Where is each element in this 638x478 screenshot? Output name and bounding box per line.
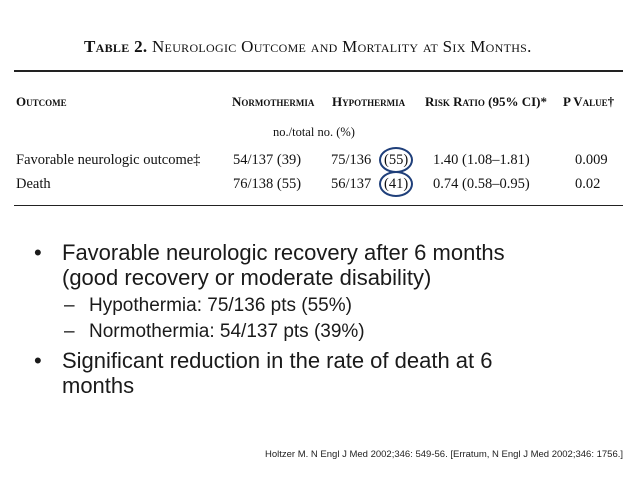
row-hypothermia-count: 56/137 [331,176,372,192]
bullet-list: • Favorable neurologic recovery after 6 … [34,240,614,398]
header-p-value: P Value† [563,94,615,109]
row-risk-ratio: 0.74 (0.58–0.95) [433,176,530,192]
row-outcome-label: Death [16,176,51,192]
row-outcome-label: Favorable neurologic outcome‡ [16,152,201,168]
row-p-value: 0.02 [575,176,601,192]
dash-icon: – [64,295,75,316]
header-risk-ratio: Risk Ratio (95% CI)* [425,94,547,109]
bullet-item: • Favorable neurologic recovery after 6 … [34,240,614,290]
dash-icon: – [64,321,75,342]
row-normothermia-value: 76/138 (55) [233,176,302,192]
highlight-circle [379,171,413,197]
table-bottom-rule [14,205,623,206]
header-hypothermia: Hypothermia [332,94,406,109]
sub-bullet-item: – Hypothermia: 75/136 pts (55%) [34,293,614,319]
citation: Holtzer M. N Engl J Med 2002;346: 549-56… [265,449,624,460]
highlight-circle [379,147,413,173]
table-title-text: Neurologic Outcome and Mortality at Six … [151,37,532,56]
header-outcome: Outcome [16,94,67,109]
bullet-text: (good recovery or moderate disability) [62,265,432,290]
bullet-text: Significant reduction in the rate of dea… [62,348,493,373]
table-top-rule [14,70,623,72]
row-hypothermia-count: 75/136 [331,152,372,168]
bullet-icon: • [34,240,42,265]
table-subheader: no./total no. (%) [273,125,355,139]
bullet-item: • Significant reduction in the rate of d… [34,348,614,398]
bullet-text: months [62,373,135,398]
table-title-label: Table 2. [84,37,148,56]
table-title: Table 2. Neurologic Outcome and Mortalit… [84,37,532,57]
row-p-value: 0.009 [575,152,608,168]
row-normothermia-value: 54/137 (39) [233,152,302,168]
sub-bullet-text: Normothermia: 54/137 pts (39%) [89,321,365,342]
bullet-icon: • [34,348,42,373]
bullet-text: Favorable neurologic recovery after 6 mo… [62,240,505,265]
sub-bullet-item: – Normothermia: 54/137 pts (39%) [34,319,614,345]
sub-bullet-text: Hypothermia: 75/136 pts (55%) [89,295,352,316]
row-risk-ratio: 1.40 (1.08–1.81) [433,152,530,168]
header-normothermia: Normothermia [232,94,315,109]
